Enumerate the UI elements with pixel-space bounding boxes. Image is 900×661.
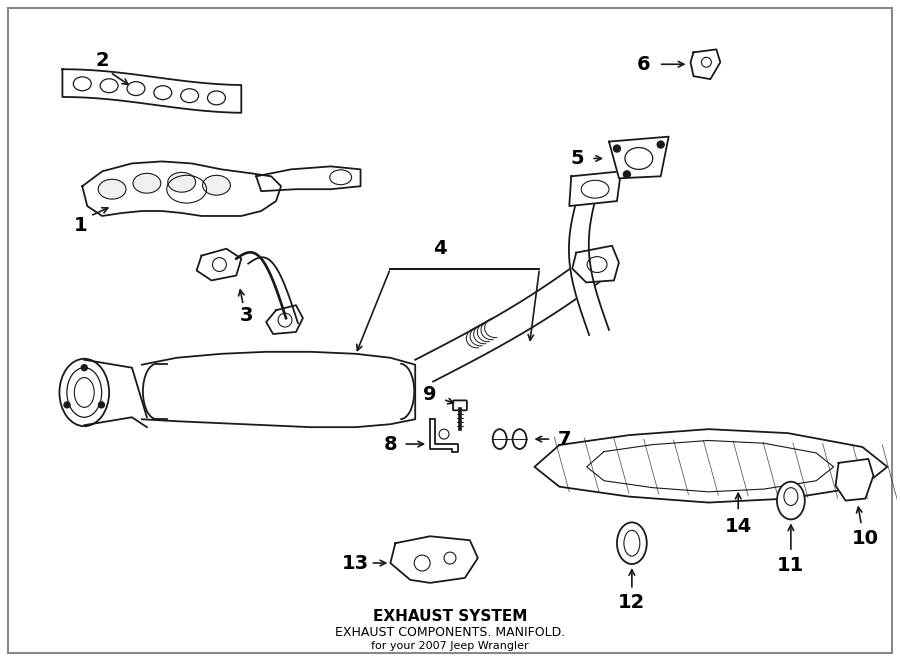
Polygon shape (391, 536, 478, 583)
Ellipse shape (59, 359, 109, 426)
Ellipse shape (777, 482, 805, 520)
Circle shape (81, 365, 87, 371)
Polygon shape (570, 171, 621, 206)
Polygon shape (535, 429, 887, 502)
Ellipse shape (784, 488, 797, 506)
Polygon shape (569, 186, 609, 335)
Ellipse shape (75, 377, 94, 407)
Ellipse shape (202, 175, 230, 195)
Text: 2: 2 (95, 51, 109, 70)
Polygon shape (142, 352, 415, 427)
Text: 11: 11 (778, 555, 805, 574)
Text: 1: 1 (74, 216, 87, 235)
Ellipse shape (167, 173, 195, 192)
Circle shape (657, 141, 664, 148)
Circle shape (614, 145, 620, 152)
Text: 7: 7 (557, 430, 571, 449)
Ellipse shape (513, 429, 526, 449)
Polygon shape (256, 167, 361, 191)
Ellipse shape (617, 522, 647, 564)
Polygon shape (62, 69, 241, 113)
Text: 6: 6 (637, 55, 651, 74)
Text: EXHAUST COMPONENTS. MANIFOLD.: EXHAUST COMPONENTS. MANIFOLD. (335, 626, 565, 639)
Text: 9: 9 (423, 385, 436, 404)
Circle shape (439, 429, 449, 439)
Polygon shape (609, 137, 669, 178)
Ellipse shape (624, 530, 640, 556)
Ellipse shape (492, 429, 507, 449)
Circle shape (64, 402, 70, 408)
Text: 4: 4 (433, 239, 447, 258)
Text: 8: 8 (383, 434, 397, 453)
Polygon shape (835, 459, 873, 500)
Text: 5: 5 (571, 149, 584, 168)
Circle shape (414, 555, 430, 571)
Text: 14: 14 (724, 517, 751, 536)
Polygon shape (690, 50, 720, 79)
Polygon shape (430, 419, 458, 452)
Polygon shape (266, 305, 303, 334)
Text: for your 2007 Jeep Wrangler: for your 2007 Jeep Wrangler (371, 641, 529, 651)
Text: 3: 3 (239, 305, 253, 325)
Ellipse shape (133, 173, 161, 193)
Circle shape (444, 552, 456, 564)
Polygon shape (572, 246, 619, 282)
Text: 12: 12 (618, 593, 645, 612)
Circle shape (624, 171, 630, 178)
Ellipse shape (98, 179, 126, 199)
Circle shape (701, 58, 711, 67)
Circle shape (98, 402, 104, 408)
Polygon shape (415, 251, 612, 381)
Polygon shape (85, 360, 147, 425)
Text: 13: 13 (342, 553, 369, 572)
Ellipse shape (67, 368, 102, 417)
Text: EXHAUST SYSTEM: EXHAUST SYSTEM (373, 609, 527, 624)
Polygon shape (196, 249, 241, 280)
Text: 10: 10 (852, 529, 879, 548)
FancyBboxPatch shape (453, 401, 467, 410)
Polygon shape (82, 161, 281, 216)
